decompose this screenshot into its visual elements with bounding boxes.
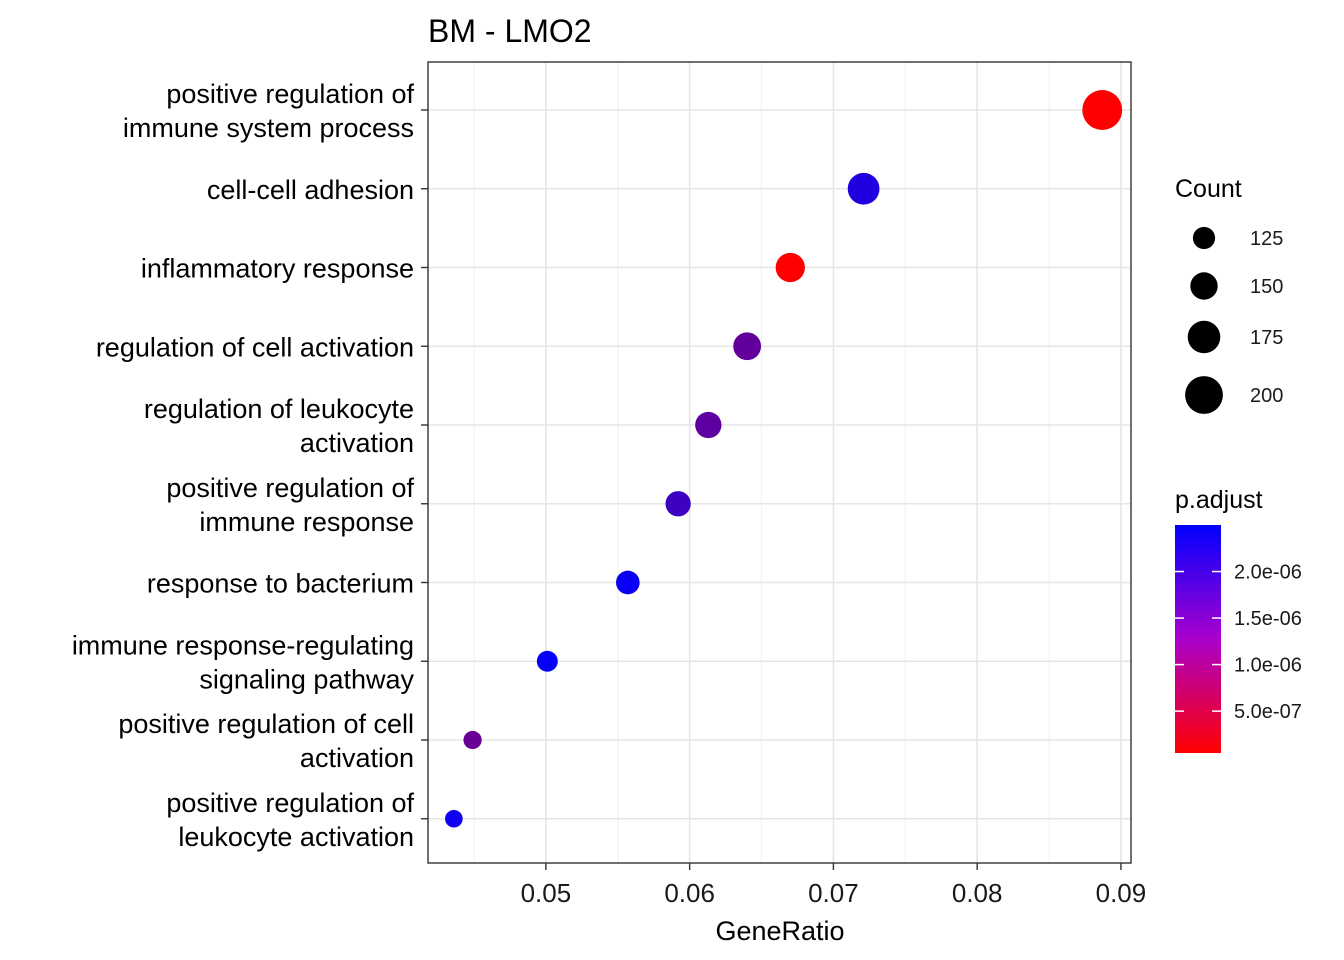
major-gridlines <box>428 62 1131 863</box>
category-label: regulation of leukocyte <box>144 394 414 424</box>
size-legend-label: 125 <box>1250 228 1283 250</box>
data-point <box>775 252 805 283</box>
color-legend-label: 1.0e-06 <box>1234 655 1302 677</box>
data-point <box>733 332 762 361</box>
category-label: positive regulation of <box>166 473 414 503</box>
category-label: positive regulation of cell <box>118 709 414 739</box>
color-legend: p.adjust 5.0e-07 1.0e-06 1.5e-06 2.0e-06 <box>1175 486 1302 753</box>
size-legend-label: 150 <box>1250 276 1283 298</box>
x-tick-label: 0.08 <box>952 878 1003 908</box>
category-label: activation <box>300 428 414 458</box>
plot-panel-border <box>427 61 1132 864</box>
size-legend-label: 175 <box>1250 327 1283 349</box>
data-points <box>445 90 1123 828</box>
data-point <box>616 570 640 595</box>
category-label: positive regulation of <box>166 788 414 818</box>
category-label: immune response-regulating <box>72 630 414 660</box>
size-legend-title: Count <box>1175 175 1242 203</box>
size-legend-dot <box>1192 226 1216 250</box>
data-point <box>847 172 880 205</box>
color-legend-label: 2.0e-06 <box>1234 562 1302 584</box>
minor-gridlines <box>473 62 1050 863</box>
category-label: signaling pathway <box>199 664 414 694</box>
data-point <box>695 411 722 439</box>
x-tick-label: 0.09 <box>1096 878 1147 908</box>
data-point <box>665 491 691 517</box>
x-tick-label: 0.07 <box>808 878 859 908</box>
color-legend-title: p.adjust <box>1175 486 1263 514</box>
category-label: inflammatory response <box>141 254 414 284</box>
size-legend-dot <box>1185 376 1223 414</box>
data-point <box>1082 90 1123 130</box>
x-axis-label: GeneRatio <box>715 916 844 946</box>
size-legend-dot <box>1190 272 1218 300</box>
color-legend-label: 5.0e-07 <box>1234 701 1302 723</box>
category-label: regulation of cell activation <box>96 332 414 362</box>
category-label: activation <box>300 743 414 773</box>
size-legend-dot <box>1187 320 1221 354</box>
data-point <box>463 730 482 750</box>
color-bar <box>1175 525 1221 753</box>
data-point <box>536 650 558 672</box>
x-tick-label: 0.06 <box>664 878 715 908</box>
category-label: leukocyte activation <box>178 822 414 852</box>
size-legend: Count 125 150 175 200 <box>1175 175 1283 414</box>
color-legend-label: 1.5e-06 <box>1234 608 1302 630</box>
category-label: response to bacterium <box>147 569 414 599</box>
y-axis: positive regulation of immune system proc… <box>72 79 428 852</box>
category-label: cell-cell adhesion <box>207 175 414 205</box>
chart-title: BM - LMO2 <box>428 13 592 49</box>
category-label: immune response <box>199 507 414 537</box>
x-axis: 0.05 0.06 0.07 0.08 0.09 <box>521 863 1147 908</box>
size-legend-label: 200 <box>1250 385 1283 407</box>
category-label: positive regulation of <box>166 79 414 109</box>
category-label: immune system process <box>123 113 414 143</box>
data-point <box>445 809 463 828</box>
x-tick-label: 0.05 <box>521 878 572 908</box>
